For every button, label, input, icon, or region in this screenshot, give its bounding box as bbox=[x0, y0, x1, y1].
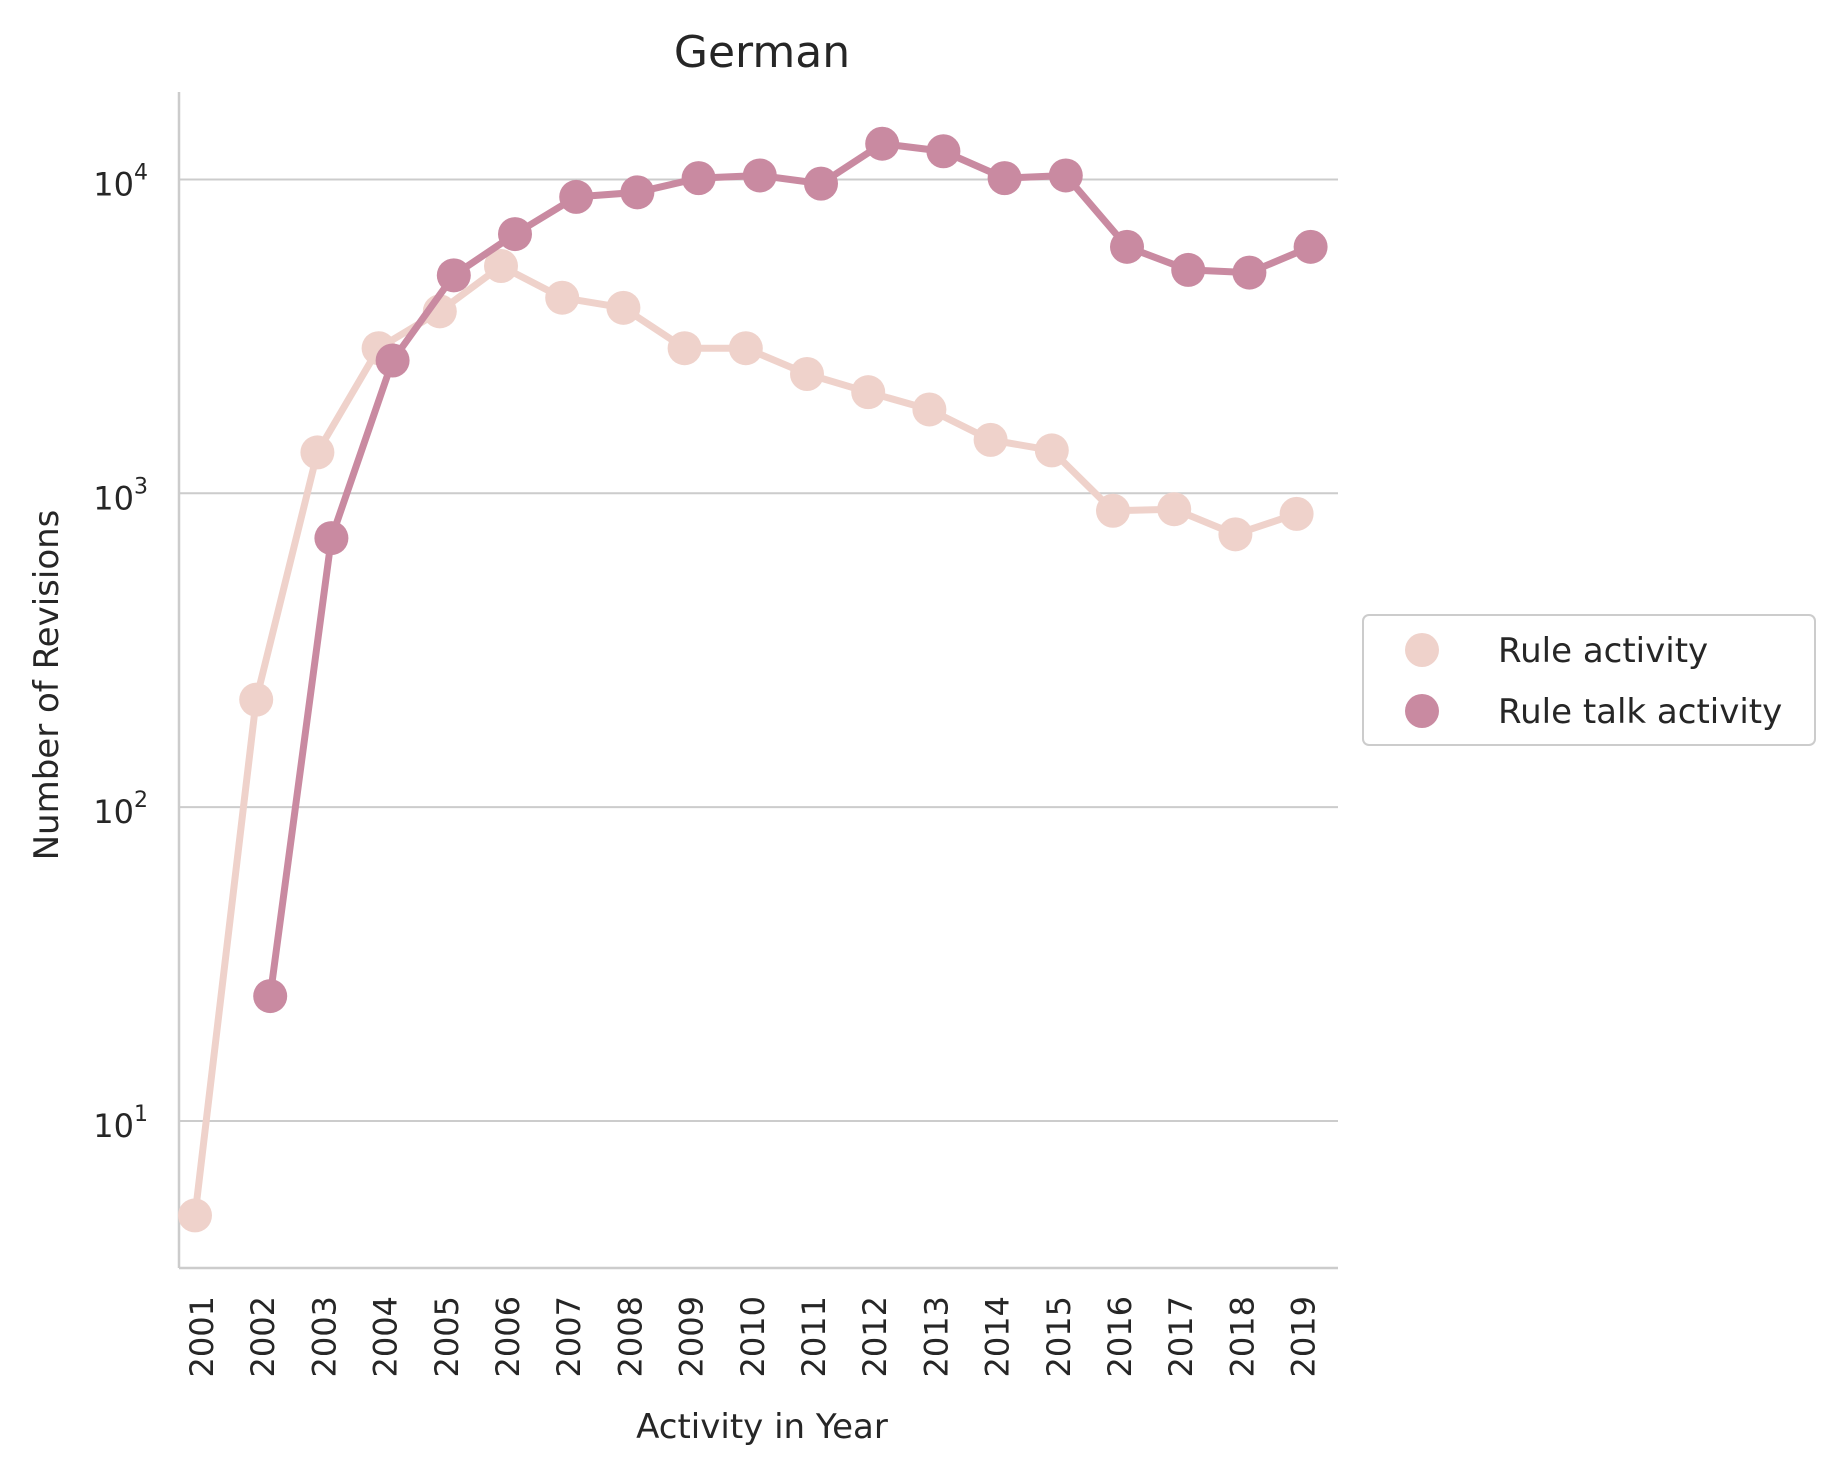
data-point bbox=[239, 682, 274, 717]
data-point bbox=[667, 331, 702, 366]
legend-frame bbox=[1362, 614, 1816, 746]
data-point bbox=[606, 290, 641, 325]
x-tick-label: 2018 bbox=[1223, 1296, 1261, 1377]
y-tick-label: 101 bbox=[93, 1102, 148, 1145]
data-point bbox=[742, 158, 777, 193]
data-point bbox=[728, 331, 763, 366]
data-point bbox=[314, 521, 349, 556]
axes bbox=[177, 92, 1338, 1270]
data-point bbox=[1232, 255, 1267, 290]
data-point bbox=[620, 175, 655, 210]
data-point bbox=[1048, 158, 1083, 193]
x-tick-label: 2009 bbox=[673, 1296, 711, 1377]
data-point bbox=[912, 392, 947, 427]
legend-label-rule-activity: Rule activity bbox=[1498, 631, 1708, 671]
x-tick-label: 2004 bbox=[367, 1296, 405, 1377]
data-point bbox=[851, 375, 886, 410]
data-point bbox=[1110, 229, 1144, 264]
data-point bbox=[1034, 433, 1069, 468]
y-axis-title: Number of Revisions bbox=[27, 510, 67, 861]
data-point bbox=[926, 134, 961, 169]
data-point bbox=[545, 280, 580, 315]
x-tick-label: 2003 bbox=[305, 1296, 343, 1377]
data-point bbox=[987, 161, 1022, 196]
data-point bbox=[1279, 496, 1314, 531]
data-point bbox=[559, 179, 594, 214]
grid-lines bbox=[179, 178, 1338, 1122]
x-tick-label: 2019 bbox=[1285, 1296, 1323, 1377]
y-tick-label: 104 bbox=[93, 160, 148, 203]
data-point bbox=[804, 166, 838, 201]
x-tick-label: 2007 bbox=[550, 1296, 588, 1377]
x-tick-label: 2014 bbox=[979, 1296, 1017, 1377]
x-tick-label: 2001 bbox=[183, 1296, 221, 1377]
series-line bbox=[191, 262, 1301, 1219]
series-rule-activity bbox=[178, 249, 1314, 1233]
x-tick-label: 2008 bbox=[611, 1296, 649, 1377]
data-point bbox=[865, 126, 900, 161]
data-point bbox=[681, 161, 716, 196]
legend-marker-rule-activity bbox=[1405, 633, 1439, 667]
y-tick-label: 103 bbox=[93, 474, 148, 517]
x-tick-labels: 2001 2002 2003 2004 2005 2006 2007 2008 2009 2010… bbox=[183, 1296, 1323, 1377]
data-point bbox=[253, 979, 288, 1014]
data-point bbox=[484, 249, 518, 284]
x-tick-label: 2006 bbox=[489, 1296, 527, 1377]
series-rule-talk-activity bbox=[253, 126, 1328, 1014]
data-point bbox=[375, 343, 410, 378]
chart-title: German bbox=[674, 27, 850, 78]
x-tick-label: 2017 bbox=[1162, 1296, 1200, 1377]
x-tick-label: 2005 bbox=[428, 1296, 466, 1377]
data-point bbox=[178, 1198, 212, 1233]
data-point bbox=[790, 356, 824, 391]
x-tick-label: 2012 bbox=[856, 1296, 894, 1377]
series bbox=[178, 126, 1328, 1233]
data-point bbox=[498, 217, 532, 252]
data-point bbox=[1293, 229, 1328, 264]
x-tick-label: 2011 bbox=[795, 1296, 833, 1377]
legend-label-rule-talk-activity: Rule talk activity bbox=[1498, 692, 1782, 732]
x-tick-label: 2010 bbox=[734, 1296, 772, 1377]
legend-marker-rule-talk-activity bbox=[1405, 694, 1439, 728]
data-point bbox=[1171, 252, 1206, 287]
x-axis-title: Activity in Year bbox=[636, 1407, 888, 1447]
data-point bbox=[1157, 492, 1192, 527]
data-point bbox=[1096, 493, 1130, 528]
series-line bbox=[266, 140, 1315, 1000]
y-tick-label: 102 bbox=[93, 788, 148, 831]
x-tick-label: 2015 bbox=[1040, 1296, 1078, 1377]
data-point bbox=[973, 422, 1008, 457]
x-tick-label: 2013 bbox=[917, 1296, 955, 1377]
data-point bbox=[300, 435, 335, 470]
legend: Rule activity Rule talk activity bbox=[1362, 614, 1816, 746]
data-point bbox=[436, 258, 471, 293]
data-point bbox=[1218, 517, 1253, 552]
x-tick-label: 2002 bbox=[244, 1296, 282, 1377]
y-tick-labels: 101 102 103 104 bbox=[93, 160, 148, 1144]
x-tick-label: 2016 bbox=[1101, 1296, 1139, 1377]
